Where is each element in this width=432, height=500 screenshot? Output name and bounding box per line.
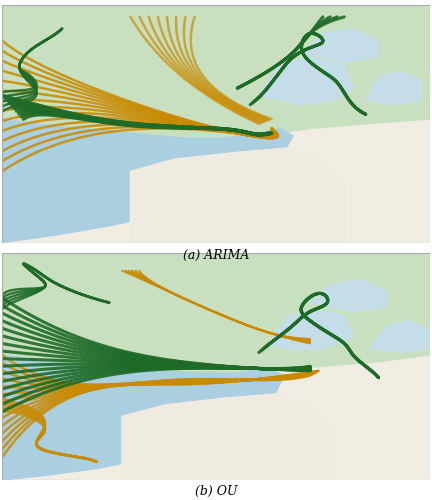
Polygon shape bbox=[365, 72, 421, 105]
Polygon shape bbox=[267, 310, 353, 350]
Polygon shape bbox=[259, 57, 353, 105]
Text: (b) OU: (b) OU bbox=[195, 485, 237, 498]
Polygon shape bbox=[302, 28, 378, 62]
Polygon shape bbox=[122, 394, 336, 480]
Polygon shape bbox=[370, 321, 430, 352]
Polygon shape bbox=[2, 119, 293, 242]
Polygon shape bbox=[310, 280, 387, 312]
Polygon shape bbox=[2, 5, 430, 143]
Polygon shape bbox=[2, 252, 430, 378]
Polygon shape bbox=[2, 355, 284, 480]
Polygon shape bbox=[130, 148, 344, 242]
Text: (a) ARIMA: (a) ARIMA bbox=[183, 249, 249, 262]
